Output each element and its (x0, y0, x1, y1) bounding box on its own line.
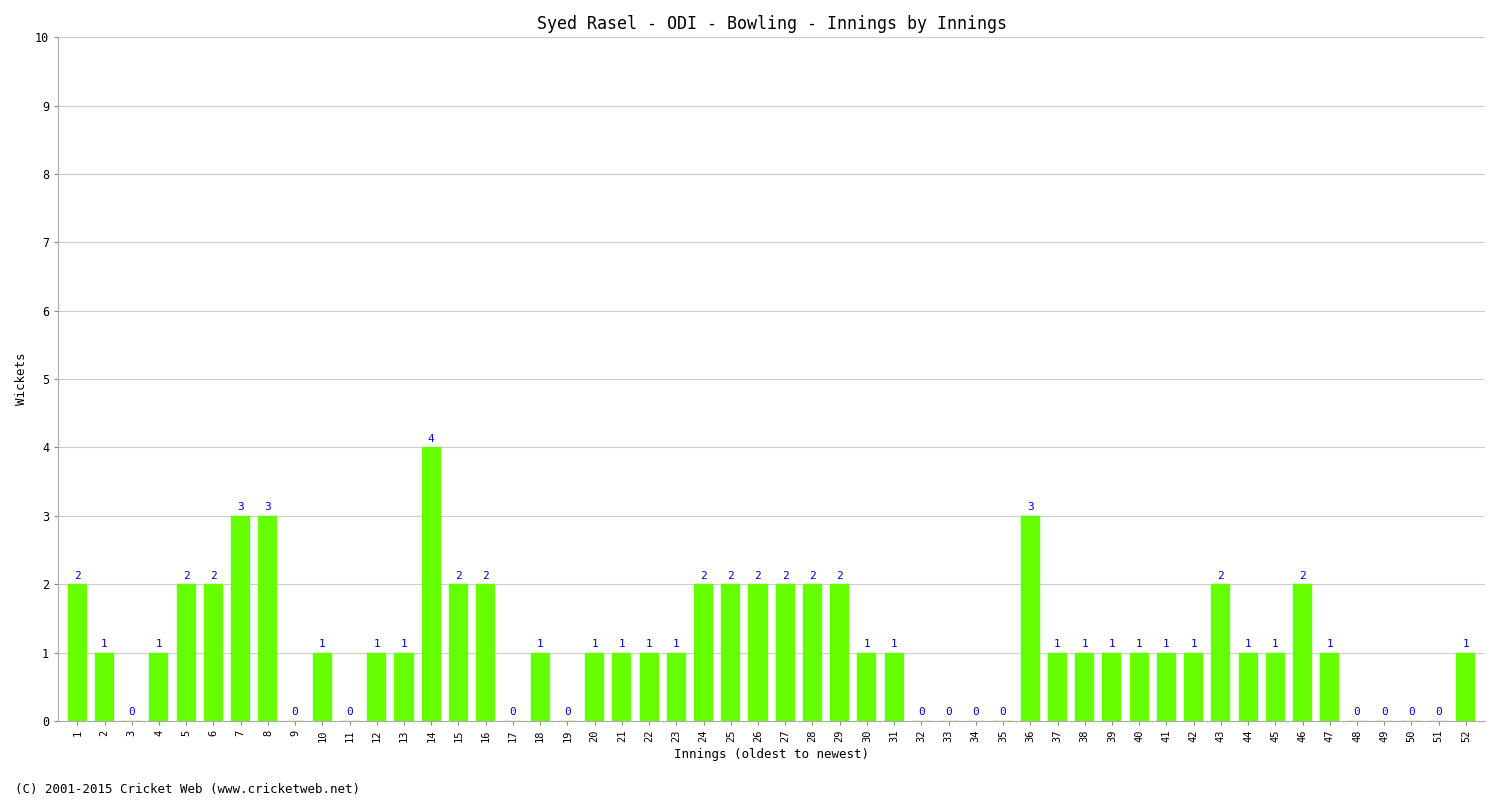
Text: 1: 1 (1136, 639, 1143, 649)
Text: 1: 1 (591, 639, 598, 649)
Text: 1: 1 (1462, 639, 1470, 649)
Bar (94, 653, 114, 721)
Text: 1: 1 (1245, 639, 1251, 649)
Text: 1: 1 (1082, 639, 1088, 649)
Text: 2: 2 (74, 570, 81, 581)
Text: 1: 1 (1054, 639, 1060, 649)
Bar (1048, 653, 1066, 721)
Bar (68, 584, 87, 721)
Bar (177, 584, 195, 721)
Text: 3: 3 (1028, 502, 1033, 513)
Bar (1076, 653, 1095, 721)
Text: 1: 1 (1272, 639, 1278, 649)
Text: 0: 0 (945, 707, 952, 718)
Bar (1239, 653, 1257, 721)
Text: 1: 1 (537, 639, 543, 649)
Text: 2: 2 (837, 570, 843, 581)
Bar (1212, 584, 1230, 721)
Bar (1102, 653, 1122, 721)
Text: 1: 1 (864, 639, 870, 649)
Text: 1: 1 (100, 639, 108, 649)
Bar (639, 653, 658, 721)
Text: 1: 1 (645, 639, 652, 649)
Text: 2: 2 (754, 570, 762, 581)
Text: 1: 1 (156, 639, 162, 649)
Text: 2: 2 (183, 570, 189, 581)
Bar (314, 653, 332, 721)
Bar (830, 584, 849, 721)
Text: 0: 0 (1436, 707, 1442, 718)
Text: 0: 0 (1408, 707, 1414, 718)
Text: 0: 0 (346, 707, 352, 718)
Text: 1: 1 (674, 639, 680, 649)
Bar (1022, 516, 1040, 721)
Text: 0: 0 (972, 707, 980, 718)
Text: 2: 2 (728, 570, 734, 581)
Bar (1456, 653, 1476, 721)
Text: 1: 1 (1326, 639, 1334, 649)
Bar (776, 584, 795, 721)
Bar (476, 584, 495, 721)
Text: 0: 0 (1382, 707, 1388, 718)
Text: 2: 2 (700, 570, 706, 581)
Text: 0: 0 (564, 707, 572, 718)
Bar (150, 653, 168, 721)
Bar (1266, 653, 1286, 721)
Title: Syed Rasel - ODI - Bowling - Innings by Innings: Syed Rasel - ODI - Bowling - Innings by … (537, 15, 1006, 33)
Bar (1184, 653, 1203, 721)
Bar (694, 584, 712, 721)
Bar (1320, 653, 1340, 721)
Text: 2: 2 (782, 570, 789, 581)
Bar (531, 653, 549, 721)
Text: 0: 0 (291, 707, 298, 718)
Bar (858, 653, 876, 721)
Text: 2: 2 (1299, 570, 1306, 581)
Bar (422, 447, 441, 721)
Text: 1: 1 (891, 639, 897, 649)
Text: 0: 0 (129, 707, 135, 718)
Text: 2: 2 (1218, 570, 1224, 581)
Text: 2: 2 (808, 570, 816, 581)
Text: 0: 0 (510, 707, 516, 718)
Text: 3: 3 (237, 502, 244, 513)
Bar (1293, 584, 1312, 721)
Text: 0: 0 (999, 707, 1006, 718)
Bar (394, 653, 414, 721)
Bar (368, 653, 387, 721)
Text: 1: 1 (1108, 639, 1116, 649)
Text: 1: 1 (618, 639, 626, 649)
Text: 1: 1 (1162, 639, 1170, 649)
Text: 0: 0 (1353, 707, 1360, 718)
Bar (231, 516, 251, 721)
Bar (204, 584, 224, 721)
Bar (885, 653, 903, 721)
Bar (722, 584, 741, 721)
Text: 1: 1 (400, 639, 408, 649)
Bar (802, 584, 822, 721)
Text: 2: 2 (210, 570, 218, 581)
X-axis label: Innings (oldest to newest): Innings (oldest to newest) (674, 748, 868, 761)
Text: 1: 1 (1191, 639, 1197, 649)
Text: 3: 3 (264, 502, 272, 513)
Bar (1130, 653, 1149, 721)
Y-axis label: Wickets: Wickets (15, 353, 28, 406)
Bar (748, 584, 768, 721)
Text: 1: 1 (374, 639, 380, 649)
Bar (1156, 653, 1176, 721)
Bar (448, 584, 468, 721)
Bar (668, 653, 686, 721)
Text: 1: 1 (320, 639, 326, 649)
Text: 4: 4 (427, 434, 435, 444)
Text: 2: 2 (454, 570, 462, 581)
Text: (C) 2001-2015 Cricket Web (www.cricketweb.net): (C) 2001-2015 Cricket Web (www.cricketwe… (15, 783, 360, 796)
Bar (585, 653, 604, 721)
Text: 0: 0 (918, 707, 924, 718)
Bar (258, 516, 278, 721)
Text: 2: 2 (483, 570, 489, 581)
Bar (612, 653, 632, 721)
